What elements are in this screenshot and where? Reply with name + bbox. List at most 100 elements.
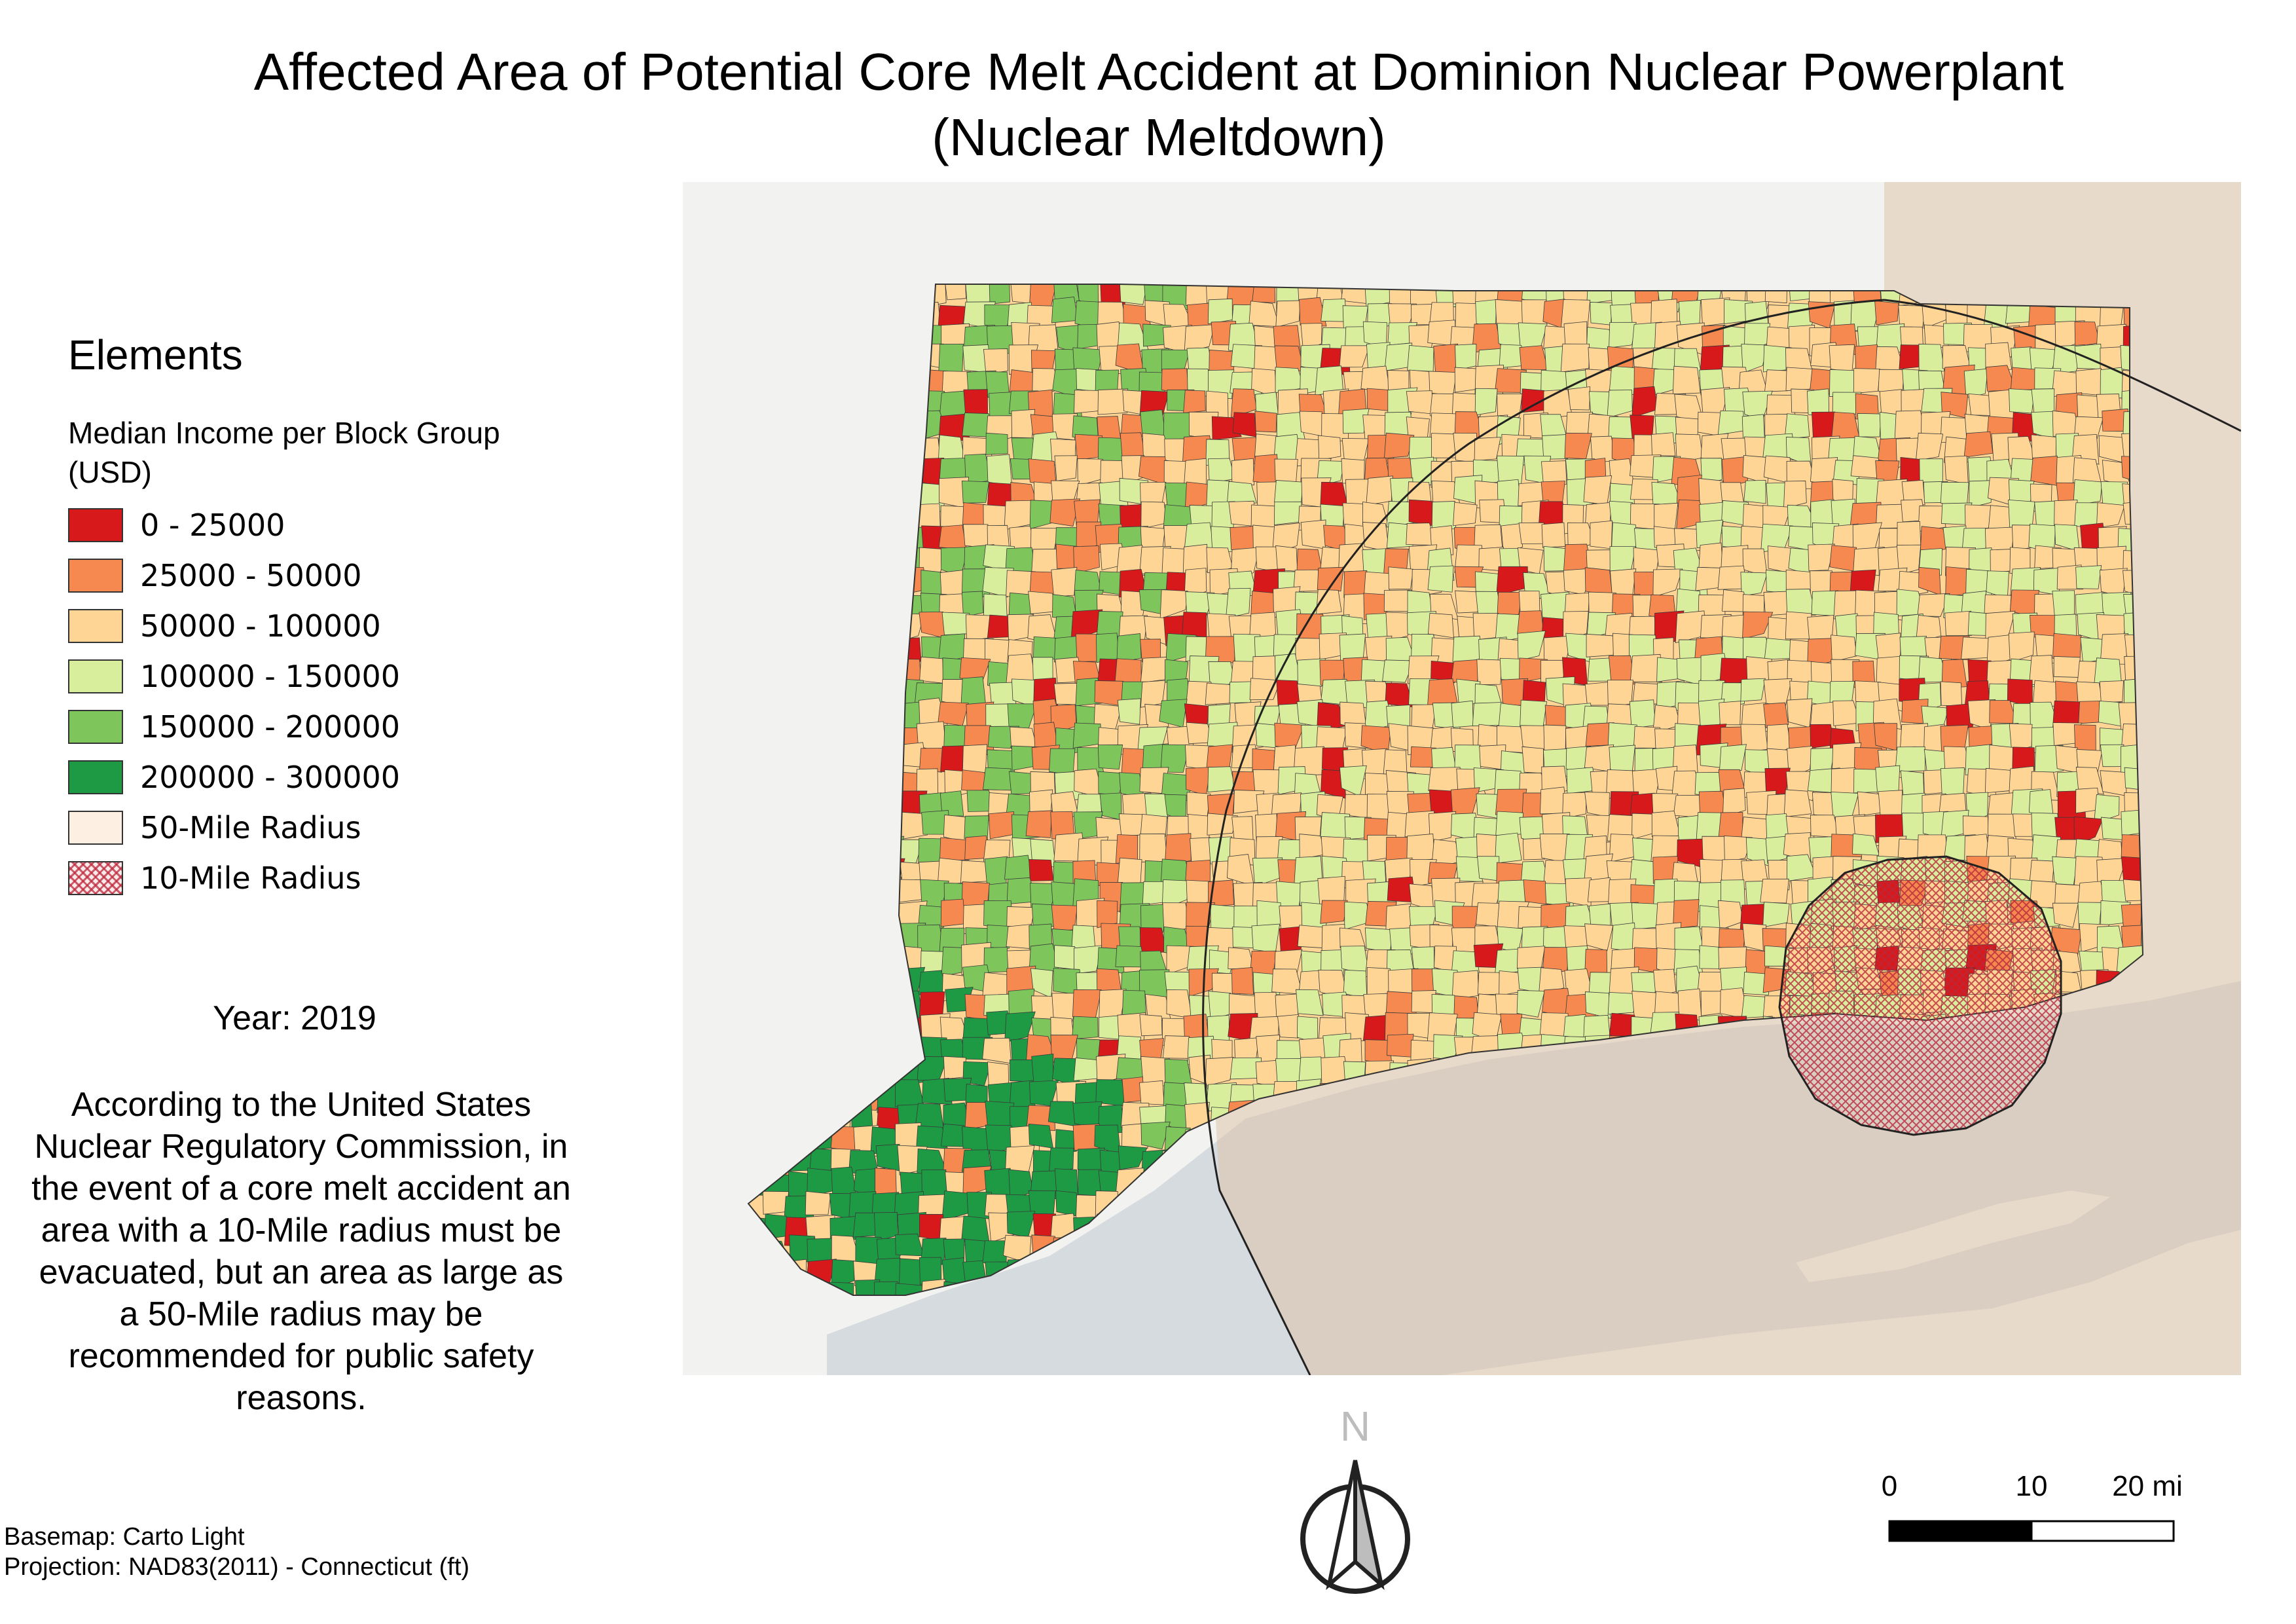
block-group[interactable] <box>1743 971 1770 995</box>
block-group[interactable] <box>1541 522 1566 548</box>
block-group[interactable] <box>1740 678 1766 702</box>
block-group[interactable] <box>1969 480 1992 509</box>
block-group[interactable] <box>1762 902 1790 928</box>
block-group[interactable] <box>1182 612 1207 638</box>
map-canvas[interactable] <box>683 182 2241 1375</box>
block-group[interactable] <box>1383 432 1415 459</box>
block-group[interactable] <box>1451 906 1480 929</box>
block-group[interactable] <box>940 898 966 927</box>
block-group[interactable] <box>1760 878 1789 904</box>
block-group[interactable] <box>1161 879 1192 910</box>
block-group[interactable] <box>1427 565 1454 593</box>
block-group[interactable] <box>1453 432 1477 463</box>
block-group[interactable] <box>1207 879 1234 907</box>
block-group[interactable] <box>919 656 944 684</box>
block-group[interactable] <box>1011 409 1036 439</box>
block-group[interactable] <box>1025 810 1053 838</box>
block-group[interactable] <box>1495 788 1527 815</box>
block-group[interactable] <box>1140 409 1166 437</box>
block-group[interactable] <box>1275 300 1301 328</box>
block-group[interactable] <box>983 767 1012 791</box>
block-group[interactable] <box>961 591 984 618</box>
block-group[interactable] <box>831 1259 855 1289</box>
block-group[interactable] <box>1116 633 1142 663</box>
block-group[interactable] <box>987 454 1013 487</box>
block-group[interactable] <box>1477 856 1500 881</box>
block-group[interactable] <box>1117 857 1142 886</box>
block-group[interactable] <box>1474 437 1501 462</box>
block-group[interactable] <box>1808 544 1835 572</box>
block-group[interactable] <box>1590 520 1613 549</box>
block-group[interactable] <box>1205 682 1231 705</box>
block-group[interactable] <box>1339 927 1367 951</box>
block-group[interactable] <box>1249 678 1281 701</box>
block-group[interactable] <box>1741 343 1768 374</box>
block-group[interactable] <box>1724 836 1753 863</box>
block-group[interactable] <box>1388 566 1414 590</box>
block-group[interactable] <box>895 1283 926 1311</box>
block-group[interactable] <box>1565 877 1592 907</box>
block-group[interactable] <box>1277 1014 1300 1039</box>
block-group[interactable] <box>1140 904 1167 932</box>
block-group[interactable] <box>1719 701 1741 726</box>
block-group[interactable] <box>960 676 986 707</box>
block-group[interactable] <box>1609 322 1637 348</box>
block-group[interactable] <box>1763 702 1789 729</box>
block-group[interactable] <box>805 1190 831 1215</box>
block-group[interactable] <box>1522 746 1544 774</box>
block-group[interactable] <box>1584 567 1613 596</box>
block-group[interactable] <box>1584 991 1611 1019</box>
block-group[interactable] <box>1520 699 1548 728</box>
block-group[interactable] <box>1853 368 1880 394</box>
block-group[interactable] <box>2073 479 2103 506</box>
block-group[interactable] <box>1829 545 1857 572</box>
block-group[interactable] <box>1317 702 1345 732</box>
block-group[interactable] <box>1583 475 1613 506</box>
block-group[interactable] <box>983 348 1008 375</box>
block-group[interactable] <box>938 525 968 550</box>
block-group[interactable] <box>1560 343 1590 373</box>
block-group[interactable] <box>1944 455 1969 485</box>
block-group[interactable] <box>1563 611 1589 640</box>
block-group[interactable] <box>1743 479 1766 504</box>
block-group[interactable] <box>1562 792 1587 819</box>
block-group[interactable] <box>1519 657 1548 683</box>
block-group[interactable] <box>1652 568 1683 598</box>
block-group[interactable] <box>1139 927 1167 955</box>
block-group[interactable] <box>1590 302 1613 325</box>
block-group[interactable] <box>1072 722 1102 748</box>
block-group[interactable] <box>1342 408 1370 434</box>
block-group[interactable] <box>1408 499 1436 526</box>
block-group[interactable] <box>1430 661 1458 684</box>
block-group[interactable] <box>1317 566 1344 592</box>
block-group[interactable] <box>1567 386 1591 411</box>
block-group[interactable] <box>1783 789 1812 818</box>
block-group[interactable] <box>1275 545 1298 572</box>
block-group[interactable] <box>989 811 1015 840</box>
block-group[interactable] <box>1365 773 1391 796</box>
block-group[interactable] <box>1054 455 1078 481</box>
block-group[interactable] <box>1033 722 1059 749</box>
block-group[interactable] <box>2053 655 2081 678</box>
block-group[interactable] <box>1051 566 1078 597</box>
block-group[interactable] <box>1831 635 1857 663</box>
block-group[interactable] <box>1006 924 1033 950</box>
block-group[interactable] <box>1382 659 1415 683</box>
block-group[interactable] <box>1673 899 1700 929</box>
block-group[interactable] <box>982 1037 1011 1064</box>
block-group[interactable] <box>1857 791 1882 817</box>
block-group[interactable] <box>1364 927 1394 953</box>
block-group[interactable] <box>2140 923 2166 953</box>
block-group[interactable] <box>1698 542 1724 568</box>
block-group[interactable] <box>1117 698 1141 725</box>
block-group[interactable] <box>1916 432 1944 461</box>
block-group[interactable] <box>1074 945 1102 974</box>
block-group[interactable] <box>1339 345 1370 368</box>
block-group[interactable] <box>1406 390 1433 415</box>
block-group[interactable] <box>939 790 964 817</box>
block-group[interactable] <box>1186 347 1212 372</box>
block-group[interactable] <box>1784 413 1810 440</box>
block-group[interactable] <box>1785 589 1817 616</box>
block-group[interactable] <box>1611 522 1638 550</box>
block-group[interactable] <box>1299 411 1324 437</box>
